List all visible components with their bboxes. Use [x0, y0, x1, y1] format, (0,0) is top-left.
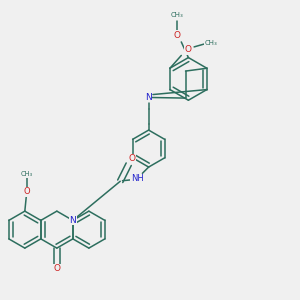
Text: O: O [185, 45, 192, 54]
Text: O: O [23, 187, 30, 196]
Text: O: O [53, 264, 60, 273]
Text: O: O [128, 154, 135, 163]
Text: N: N [70, 216, 76, 225]
Text: O: O [173, 31, 181, 40]
Text: NH: NH [131, 174, 144, 183]
Text: CH₃: CH₃ [171, 13, 183, 19]
Text: CH₃: CH₃ [20, 171, 33, 177]
Text: N: N [145, 93, 152, 102]
Text: CH₃: CH₃ [205, 40, 217, 46]
